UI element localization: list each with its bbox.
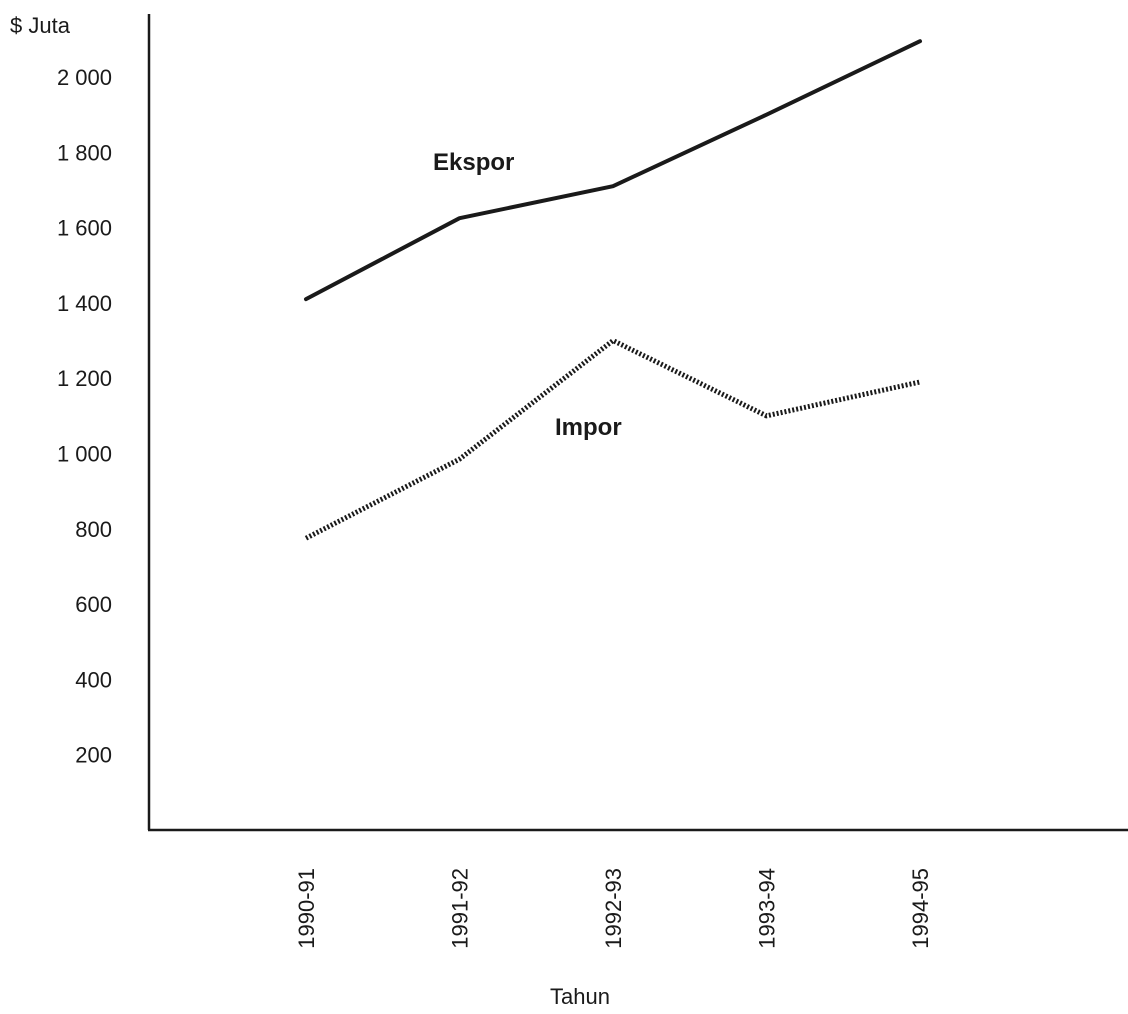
y-axis-title: $ Juta (10, 13, 71, 38)
y-tick-label: 800 (75, 517, 112, 542)
series-label-impor: Impor (555, 414, 622, 441)
y-tick-label: 200 (75, 743, 112, 768)
y-tick-label: 1 400 (57, 291, 112, 316)
x-tick-label: 1994-95 (908, 868, 933, 949)
y-tick-label: 600 (75, 592, 112, 617)
plot-axes (147, 14, 1128, 832)
y-tick-labels: 200 400 600 800 1 000 1 200 1 400 1 600 1 800 2 0… (57, 65, 112, 768)
x-tick-label: 1992-93 (601, 868, 626, 949)
y-tick-label: 1 800 (57, 140, 112, 165)
x-tick-label: 1993-94 (755, 868, 780, 949)
y-tick-label: 1 000 (57, 442, 112, 467)
series-line-ekspor (304, 39, 922, 302)
y-tick-label: 1 200 (57, 366, 112, 391)
y-tick-label: 1 600 (57, 216, 112, 241)
x-tick-label: 1990-91 (294, 868, 319, 949)
y-tick-label: 2 000 (57, 65, 112, 90)
x-tick-labels: 1990-91 1991-92 1992-93 1993-94 1994-95 (294, 868, 933, 949)
series-lines (304, 39, 922, 541)
y-tick-label: 400 (75, 667, 112, 692)
series-label-ekspor: Ekspor (433, 149, 514, 176)
x-tick-label: 1991-92 (448, 868, 473, 949)
x-axis-title: Tahun (550, 984, 610, 1009)
